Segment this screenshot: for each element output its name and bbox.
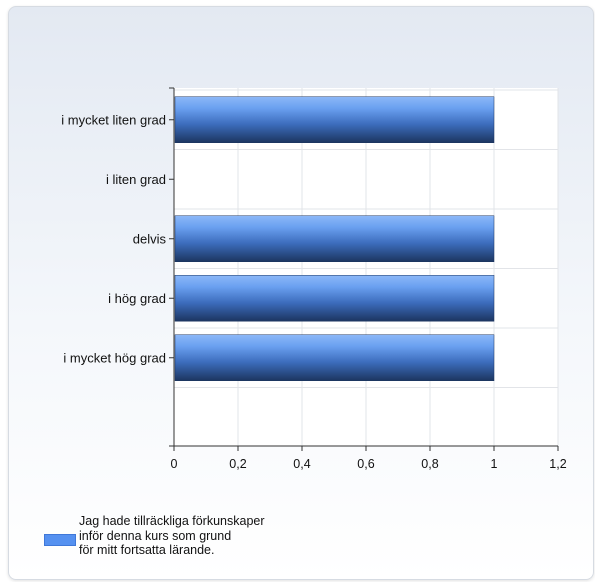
category-label: delvis [133, 231, 167, 246]
x-tick-label: 0,2 [229, 457, 246, 471]
x-tick-label: 0,6 [357, 457, 374, 471]
category-label: i liten grad [106, 172, 166, 187]
bars [174, 96, 495, 381]
axes [169, 87, 559, 451]
x-tick-label: 0 [171, 457, 178, 471]
legend-label: Jag hade tillräckliga förkunskaper inför… [79, 514, 265, 557]
x-tick-label: 1 [491, 457, 498, 471]
x-tick-label: 0,4 [293, 457, 310, 471]
category-labels: i mycket liten grad i liten grad delvis i h… [61, 112, 166, 365]
bar [174, 215, 495, 262]
bar [174, 96, 495, 143]
category-label: i mycket liten grad [61, 112, 166, 127]
legend-swatch [44, 534, 76, 546]
legend: Jag hade tillräckliga förkunskaper inför… [44, 514, 344, 564]
bar [174, 275, 495, 322]
grid-lines [174, 88, 559, 446]
x-tick-label: 0,8 [421, 457, 438, 471]
category-label: i hög grad [108, 291, 166, 306]
x-tick-label: 1,2 [549, 457, 566, 471]
category-label: i mycket hög grad [63, 350, 166, 365]
x-tick-labels: 0 0,2 0,4 0,6 0,8 1 1,2 [171, 457, 567, 471]
bar [174, 334, 495, 381]
